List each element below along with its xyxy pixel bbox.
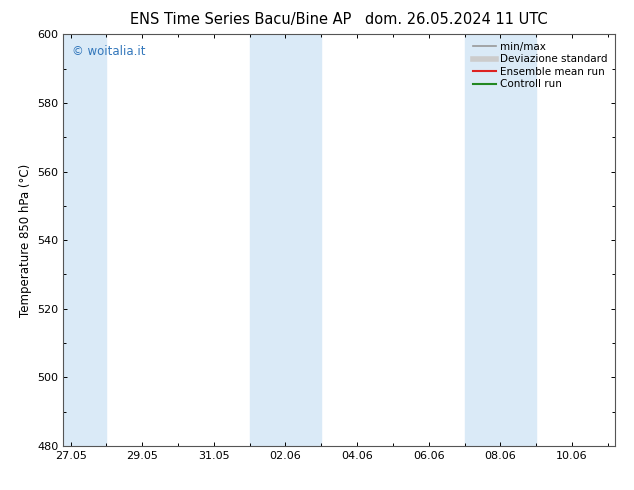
Y-axis label: Temperature 850 hPa (°C): Temperature 850 hPa (°C) [19, 164, 32, 317]
Bar [63, 34, 107, 446]
Bar [465, 34, 536, 446]
Text: © woitalia.it: © woitalia.it [72, 45, 145, 58]
Bar [250, 34, 321, 446]
Legend: min/max, Deviazione standard, Ensemble mean run, Controll run: min/max, Deviazione standard, Ensemble m… [471, 40, 610, 92]
Text: dom. 26.05.2024 11 UTC: dom. 26.05.2024 11 UTC [365, 12, 548, 27]
Text: ENS Time Series Bacu/Bine AP: ENS Time Series Bacu/Bine AP [130, 12, 352, 27]
